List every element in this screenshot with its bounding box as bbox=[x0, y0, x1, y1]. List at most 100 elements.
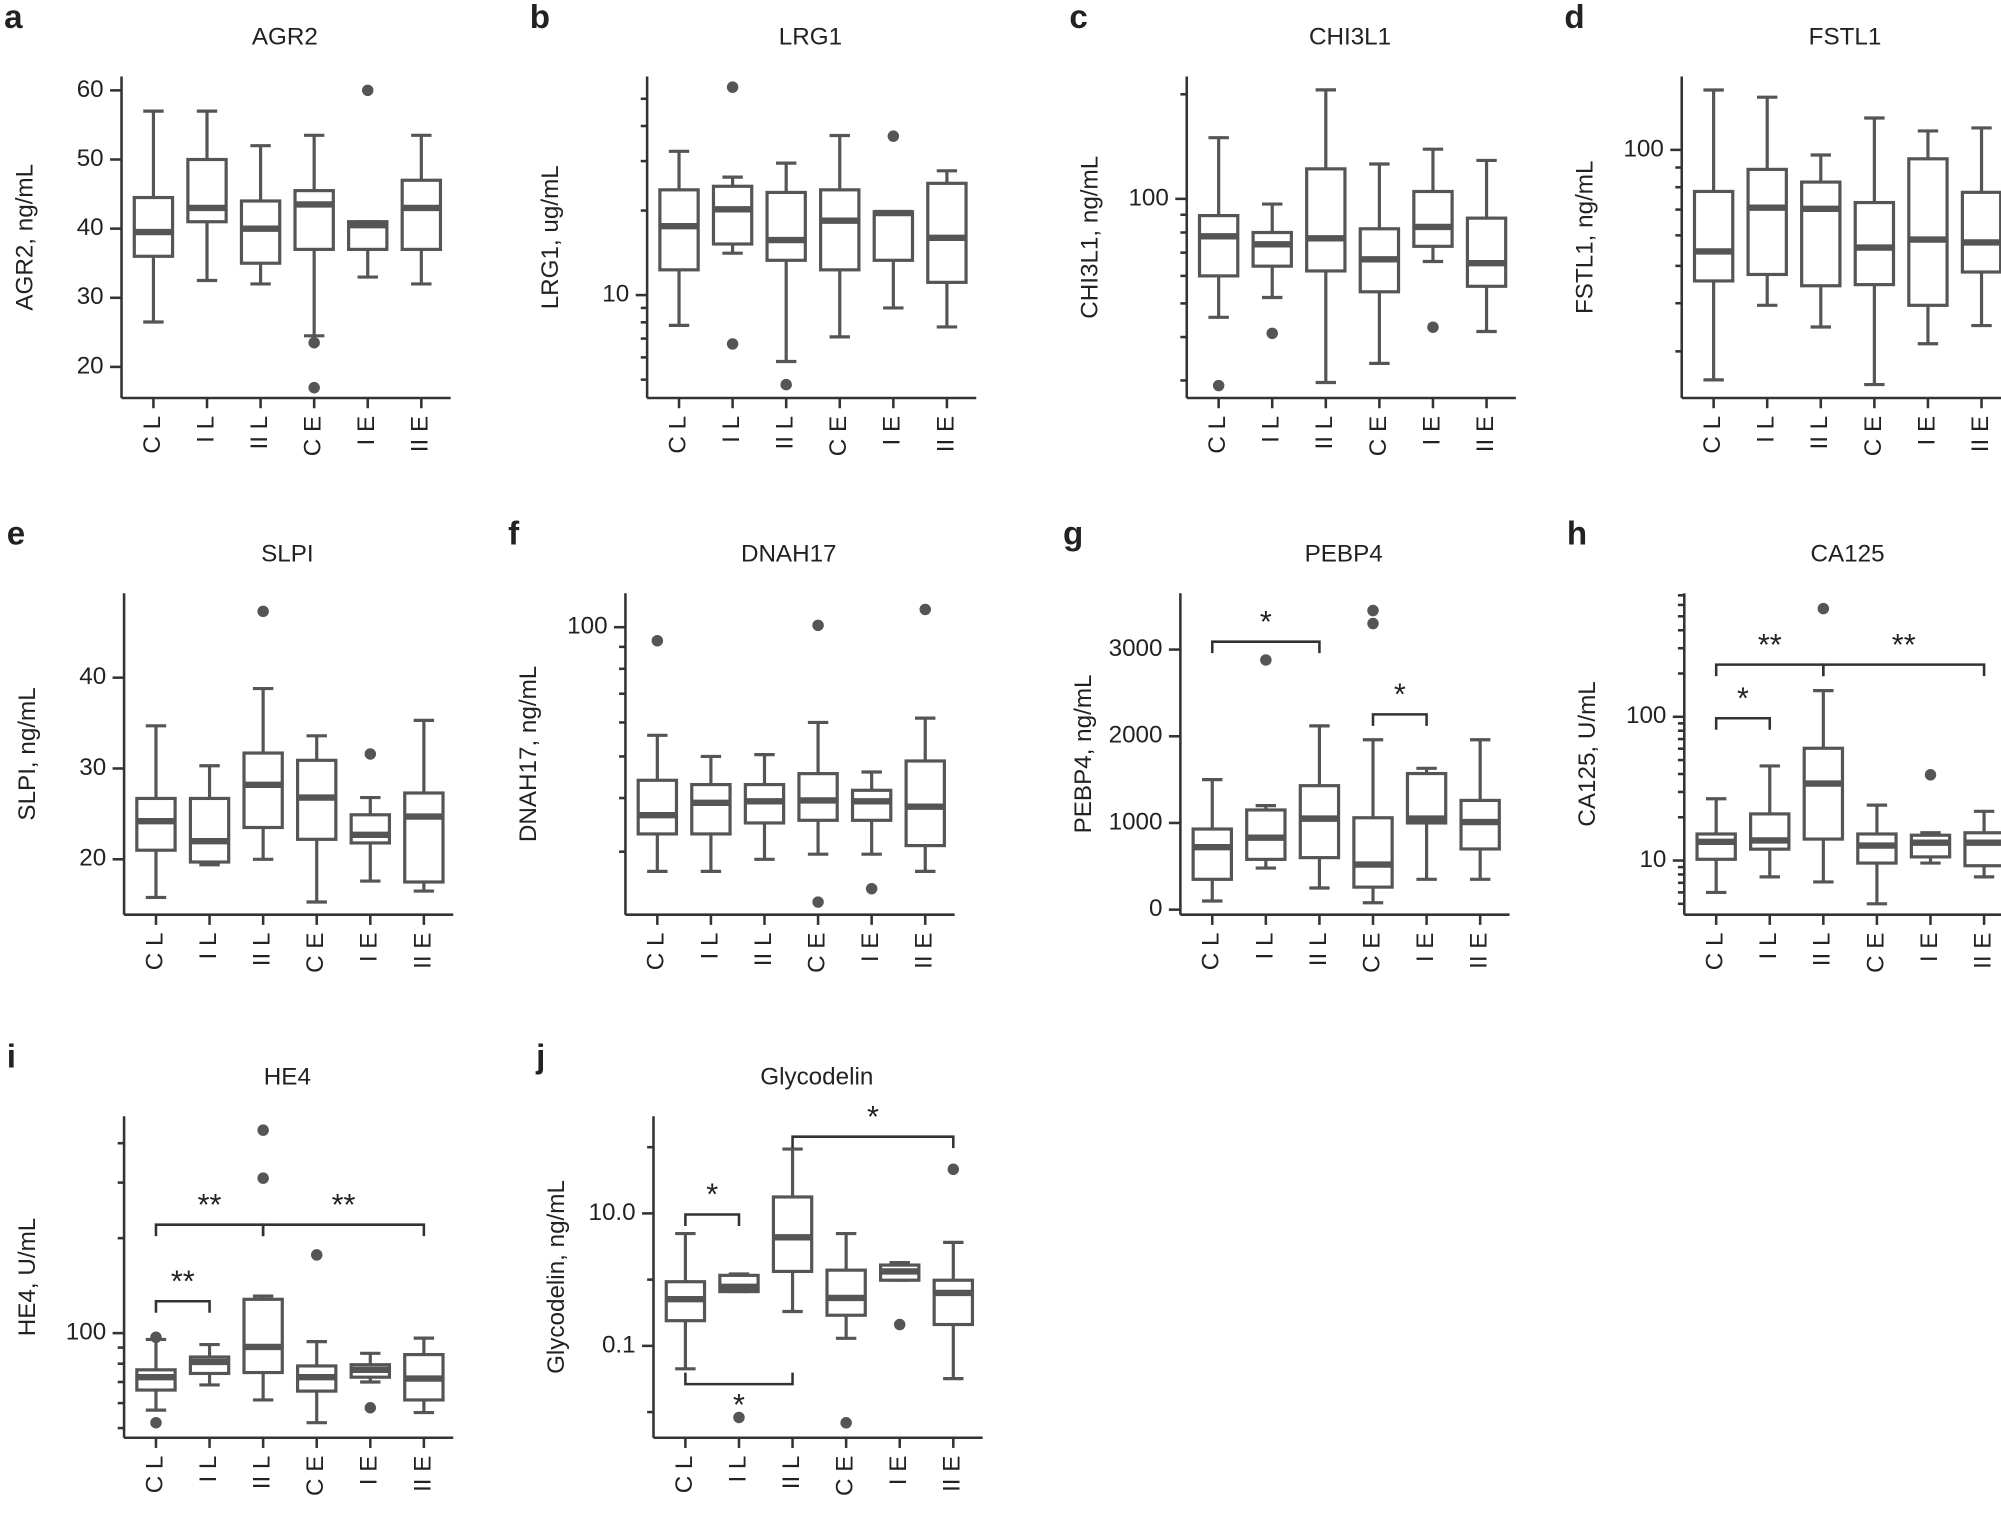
significance-bracket bbox=[684, 1372, 794, 1386]
x-tick-label: I L bbox=[718, 416, 745, 443]
x-tick-label: I L bbox=[1258, 416, 1285, 443]
outlier bbox=[150, 1416, 162, 1429]
x-tick-label: II L bbox=[1305, 933, 1332, 967]
outlier bbox=[893, 1318, 906, 1331]
outlier bbox=[726, 338, 739, 350]
panel: f DNAH17 DNAH17, ng/mL 100 C L I L II L C E I E I… bbox=[508, 516, 955, 973]
panel: g PEBP4 PEBP4, ng/mL 0 1000 2000 3000 C L I L II … bbox=[1063, 516, 1510, 973]
significance-label: * bbox=[1260, 605, 1272, 639]
panel: j Glycodelin Glycodelin, ng/mL 0.1 10.0 C L I … bbox=[535, 1039, 983, 1496]
x-tick-label: C E bbox=[1862, 933, 1889, 973]
outlier bbox=[780, 378, 792, 391]
y-axis-label: Glycodelin, ng/mL bbox=[543, 1180, 570, 1374]
x-tick-label: C E bbox=[302, 1456, 329, 1496]
x-tick-label: I L bbox=[1755, 933, 1782, 960]
outlier bbox=[840, 1417, 852, 1429]
y-tick-label: 30 bbox=[79, 754, 106, 781]
x-tick-label: I L bbox=[696, 933, 723, 960]
box bbox=[1802, 746, 1845, 841]
outlier bbox=[726, 81, 739, 93]
outlier bbox=[150, 1331, 162, 1344]
panel-letter: h bbox=[1567, 516, 1587, 553]
box bbox=[1960, 190, 2001, 274]
outlier bbox=[1427, 321, 1439, 333]
outlier bbox=[308, 336, 320, 349]
box bbox=[711, 184, 754, 246]
box bbox=[1800, 180, 1842, 288]
y-tick-label: 1000 bbox=[1109, 808, 1163, 835]
box bbox=[1746, 167, 1788, 277]
x-tick-label: II L bbox=[778, 1456, 805, 1490]
panel-letter: f bbox=[508, 516, 520, 553]
outlier bbox=[1266, 327, 1278, 340]
significance-label: * bbox=[1737, 681, 1749, 715]
x-tick-label: C E bbox=[1365, 416, 1392, 456]
outlier bbox=[887, 130, 900, 142]
box bbox=[636, 778, 679, 836]
x-tick-label: II E bbox=[1466, 933, 1493, 969]
box bbox=[765, 190, 807, 262]
box bbox=[1197, 213, 1240, 278]
box bbox=[186, 157, 228, 224]
significance-bracket bbox=[1371, 713, 1428, 726]
panel-title: CA125 bbox=[1811, 540, 1885, 567]
y-tick-label: 20 bbox=[77, 352, 104, 379]
x-tick-label: C L bbox=[141, 933, 168, 971]
box bbox=[1251, 230, 1293, 268]
y-tick-label: 10 bbox=[1639, 846, 1666, 873]
box bbox=[658, 188, 700, 272]
box bbox=[1191, 827, 1233, 881]
outlier bbox=[812, 619, 824, 632]
x-tick-label: C E bbox=[302, 933, 329, 973]
outlier bbox=[1260, 654, 1272, 666]
box bbox=[1963, 831, 2001, 868]
box bbox=[797, 772, 839, 822]
box bbox=[242, 1297, 284, 1375]
outlier bbox=[364, 748, 377, 760]
y-tick-label: 40 bbox=[79, 663, 106, 690]
panel-letter: c bbox=[1069, 0, 1087, 36]
box bbox=[349, 813, 392, 845]
significance-bracket bbox=[791, 1135, 955, 1149]
significance-label: ** bbox=[1892, 628, 1916, 662]
x-tick-label: C E bbox=[300, 416, 327, 456]
y-tick-label: 10.0 bbox=[589, 1199, 636, 1226]
x-tick-label: II L bbox=[249, 933, 276, 967]
y-axis-label: DNAH17, ng/mL bbox=[515, 666, 542, 842]
panel-letter: e bbox=[7, 516, 25, 553]
y-axis-label: LRG1, ug/mL bbox=[537, 165, 564, 309]
outlier bbox=[257, 1172, 269, 1184]
y-tick-label: 0.1 bbox=[602, 1331, 636, 1358]
outlier bbox=[651, 634, 664, 647]
panel-title: PEBP4 bbox=[1305, 540, 1383, 567]
box bbox=[1465, 216, 1508, 288]
x-tick-label: C L bbox=[1198, 933, 1225, 971]
x-tick-label: II E bbox=[409, 933, 436, 969]
y-tick-label: 2000 bbox=[1109, 722, 1163, 749]
y-tick-label: 40 bbox=[77, 214, 104, 241]
significance-label: ** bbox=[171, 1264, 195, 1298]
x-tick-label: I L bbox=[1753, 416, 1780, 443]
box bbox=[690, 782, 732, 836]
panel-title: FSTL1 bbox=[1809, 24, 1882, 51]
significance-bracket bbox=[154, 1299, 211, 1313]
box bbox=[1907, 157, 1949, 307]
x-tick-label: II E bbox=[407, 416, 434, 452]
x-tick-label: I E bbox=[353, 416, 380, 446]
x-tick-label: II L bbox=[750, 933, 777, 967]
significance-bracket bbox=[1714, 663, 1825, 677]
x-tick-label: C E bbox=[825, 416, 852, 456]
panel-title: SLPI bbox=[261, 540, 314, 567]
box bbox=[1692, 189, 1735, 283]
outlier bbox=[812, 896, 824, 908]
x-tick-label: C L bbox=[643, 933, 670, 971]
panel-title: LRG1 bbox=[779, 24, 842, 51]
x-tick-label: II E bbox=[1967, 416, 1994, 452]
x-tick-label: C L bbox=[1702, 933, 1729, 971]
x-tick-label: II L bbox=[249, 1456, 276, 1490]
x-tick-label: C L bbox=[1699, 416, 1726, 454]
y-tick-label: 100 bbox=[1623, 135, 1663, 162]
y-tick-label: 3000 bbox=[1109, 635, 1163, 662]
box bbox=[872, 210, 915, 262]
